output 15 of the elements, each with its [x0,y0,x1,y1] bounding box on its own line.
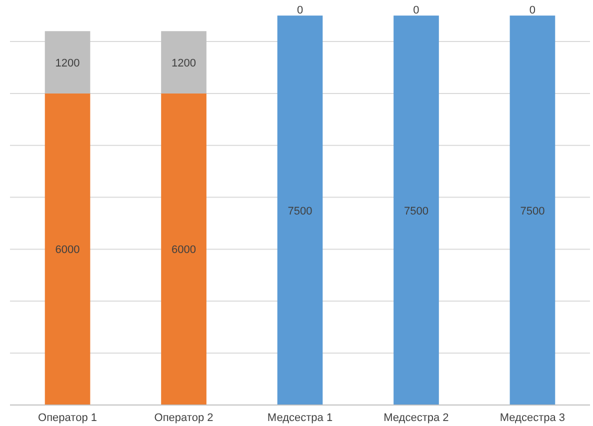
x-tick-label: Медсестра 3 [500,412,566,424]
x-tick-label: Оператор 2 [154,412,214,424]
data-label: 6000 [172,244,196,256]
data-label: 0 [296,4,304,17]
data-label: 0 [529,4,536,17]
data-label: 6000 [55,244,80,256]
data-label: 7500 [404,205,428,218]
data-label: 1200 [172,57,196,70]
x-tick-label: Медсестра 2 [384,412,449,424]
data-label: 7500 [520,205,545,218]
x-tick-label: Медсестра 1 [267,412,333,424]
data-label: 1200 [55,57,80,70]
data-label: 7500 [288,205,312,218]
data-label: 0 [413,4,420,17]
x-tick-label: Оператор 1 [38,412,98,424]
